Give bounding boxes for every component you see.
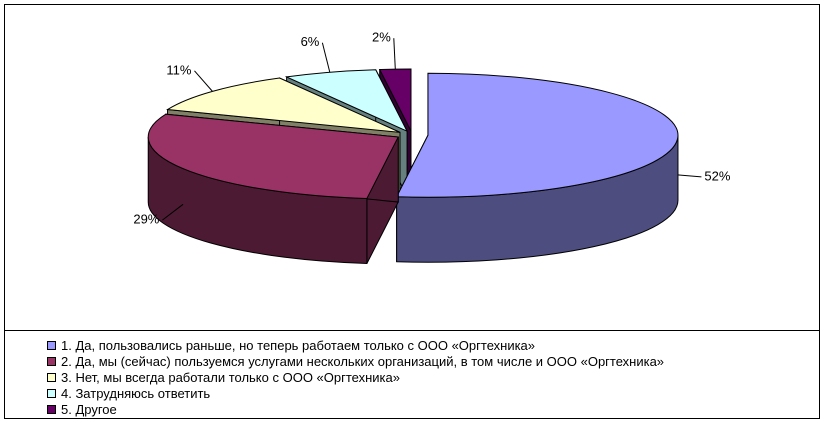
legend-swatch xyxy=(47,373,56,382)
legend-label: 1. Да, пользовались раньше, но теперь ра… xyxy=(61,338,535,353)
pie: 52% 29% 11% 6% 2% xyxy=(133,30,731,265)
data-label: 6% xyxy=(301,34,320,49)
data-label: 52% xyxy=(704,168,730,183)
slice xyxy=(166,77,401,133)
legend-swatch xyxy=(47,405,56,414)
leader-line xyxy=(194,70,213,92)
leader-line xyxy=(321,42,331,73)
data-label: 11% xyxy=(166,62,191,77)
leader-line xyxy=(162,203,184,221)
leader-line xyxy=(677,174,702,178)
legend-label: 4. Затрудняюсь ответить xyxy=(61,386,210,401)
legend: 1. Да, пользовались раньше, но теперь ра… xyxy=(47,338,664,417)
leader-line xyxy=(393,38,396,70)
slice xyxy=(147,113,400,200)
legend-label: 3. Нет, мы всегда работали только с ООО … xyxy=(61,370,400,385)
legend-label: 2. Да, мы (сейчас) пользуемся услугами н… xyxy=(61,354,664,369)
legend-box xyxy=(4,330,820,419)
legend-swatch xyxy=(47,389,56,398)
data-label: 2% xyxy=(372,30,391,45)
data-label: 29% xyxy=(133,212,159,227)
legend-swatch xyxy=(47,357,56,366)
legend-swatch xyxy=(47,341,56,350)
slice-group xyxy=(147,113,400,265)
legend-label: 5. Другое xyxy=(61,402,117,417)
slice xyxy=(395,72,679,198)
slice-group xyxy=(395,72,679,263)
